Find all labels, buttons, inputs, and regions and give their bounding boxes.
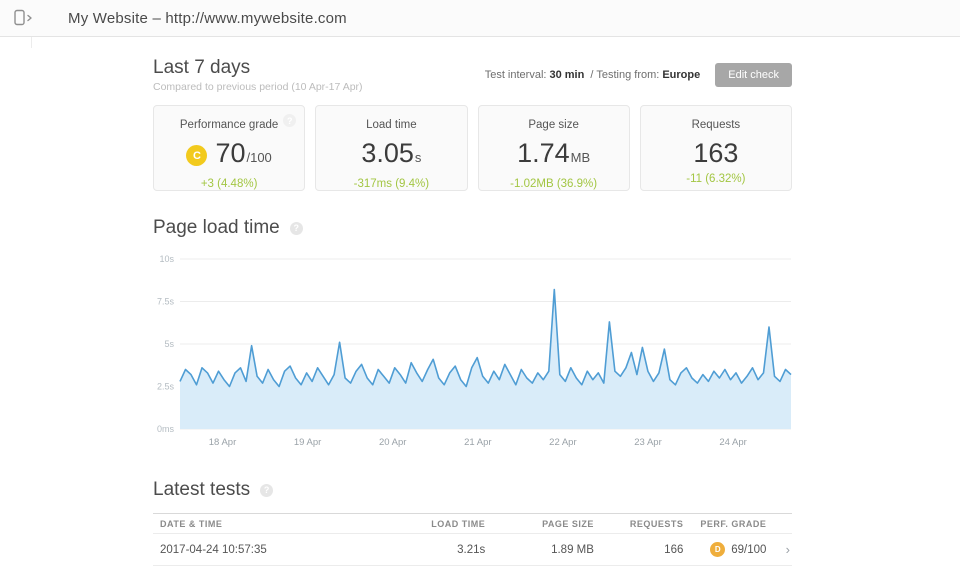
table-header-row: DATE & TIME LOAD TIME PAGE SIZE REQUESTS… (153, 513, 792, 534)
col-perf-grade: PERF. GRADE (700, 519, 767, 529)
test-grade-score: 69/100 (731, 543, 767, 556)
sidebar-rail-divider (31, 37, 32, 48)
test-settings-meta: Test interval: 30 min / Testing from: Eu… (485, 63, 792, 87)
card-value: 1.74 MB (479, 139, 629, 172)
edit-check-button[interactable]: Edit check (715, 63, 792, 87)
chart-title: Page load time (153, 217, 280, 238)
grade-score: 70 (215, 138, 246, 168)
load-time-chart[interactable]: 10s 7.5s 5s 2.5s 0ms 18 Apr 19 Apr 20 Apr 21 Apr… (153, 249, 792, 449)
requests-value: 163 (693, 138, 739, 168)
col-load-time: LOAD TIME (431, 519, 486, 529)
svg-text:10s: 10s (159, 254, 174, 264)
svg-text:18 Apr: 18 Apr (209, 437, 236, 448)
card-change: -11 (6.32%) (686, 173, 746, 185)
latest-tests-title: Latest tests (153, 479, 251, 500)
svg-text:19 Apr: 19 Apr (294, 437, 321, 448)
svg-text:2.5s: 2.5s (157, 382, 175, 392)
svg-text:23 Apr: 23 Apr (634, 437, 661, 448)
card-change: +3 (4.48%) (200, 178, 258, 190)
stat-card-requests: Requests 163 -11 (6.32%) (639, 105, 792, 191)
test-datetime: 2017-04-24 10:57:35 (160, 543, 267, 556)
card-value: 163 (641, 139, 791, 167)
card-change: -317ms (9.4%) (353, 178, 430, 190)
stat-card-load-time: Load time 3.05 s -317ms (9.4%) (315, 105, 468, 191)
overview-section: Last 7 days Compared to previous period … (153, 57, 792, 191)
svg-text:7.5s: 7.5s (157, 297, 175, 307)
load-time-unit: s (414, 150, 422, 165)
test-requests: 166 (664, 543, 684, 556)
page-load-time-section: Page load time ? 10s 7.5s 5s 2.5s 0ms 18 Apr 1… (153, 217, 792, 449)
card-value: 3.05 s (316, 139, 466, 172)
period-subtitle: Compared to previous period (10 Apr-17 A… (153, 81, 363, 93)
card-label: Load time (366, 119, 417, 131)
dashboard: Last 7 days Compared to previous period … (0, 37, 960, 566)
svg-text:21 Apr: 21 Apr (464, 437, 491, 448)
col-date-time: DATE & TIME (160, 519, 223, 529)
test-grade: D 69/100 (710, 542, 766, 557)
help-icon[interactable]: ? (289, 221, 303, 235)
stat-card-page-size: Page size 1.74 MB -1.02MB (36.9%) (477, 105, 630, 191)
table-row[interactable]: 2017-04-24 10:57:35 3.21s 1.89 MB 166 D … (153, 534, 792, 566)
load-time-chart-svg[interactable]: 10s 7.5s 5s 2.5s 0ms 18 Apr 19 Apr 20 Apr 21 Apr… (153, 249, 792, 449)
stat-card-performance-grade: ? Performance grade C 70 /100 +3 (4.48%) (153, 105, 306, 191)
testing-from-label: Testing from: (596, 69, 660, 81)
test-page-size: 1.89 MB (551, 543, 594, 556)
help-icon[interactable]: ? (260, 483, 274, 497)
grade-score-max: /100 (246, 150, 272, 165)
meta-separator: / (590, 69, 594, 81)
test-interval-label: Test interval: (484, 69, 547, 81)
page-size-unit: MB (570, 150, 591, 165)
testing-from-value: Europe (662, 69, 701, 81)
card-label: Performance grade (179, 119, 279, 131)
site-title: My Website – http://www.mywebsite.com (68, 9, 347, 27)
chevron-right-icon[interactable]: › (785, 542, 790, 557)
sidebar-toggle-icon[interactable] (14, 9, 36, 27)
load-time-value: 3.05 (361, 138, 414, 168)
svg-text:22 Apr: 22 Apr (549, 437, 576, 448)
help-icon[interactable]: ? (283, 114, 297, 127)
grade-c-badge-icon: C (186, 145, 208, 166)
period-title: Last 7 days (153, 57, 251, 78)
latest-tests-section: Latest tests ? DATE & TIME LOAD TIME PAG… (153, 479, 792, 566)
latest-tests-table: DATE & TIME LOAD TIME PAGE SIZE REQUESTS… (153, 513, 792, 566)
col-requests: REQUESTS (629, 519, 684, 529)
card-label: Requests (691, 119, 741, 131)
test-load-time: 3.21s (457, 543, 486, 556)
col-page-size: PAGE SIZE (542, 519, 594, 529)
card-change: -1.02MB (36.9%) (510, 178, 598, 190)
page-size-value: 1.74 (517, 138, 570, 168)
grade-d-badge-icon: D (710, 542, 726, 557)
test-interval-value: 30 min (549, 69, 585, 81)
svg-text:0ms: 0ms (157, 424, 175, 434)
svg-text:24 Apr: 24 Apr (719, 437, 746, 448)
card-value: C 70 /100 (154, 139, 304, 172)
stat-cards: ? Performance grade C 70 /100 +3 (4.48%)… (153, 105, 792, 191)
svg-text:5s: 5s (164, 339, 174, 349)
card-label: Page size (528, 119, 579, 131)
topbar: My Website – http://www.mywebsite.com (0, 0, 960, 37)
svg-text:20 Apr: 20 Apr (379, 437, 406, 448)
